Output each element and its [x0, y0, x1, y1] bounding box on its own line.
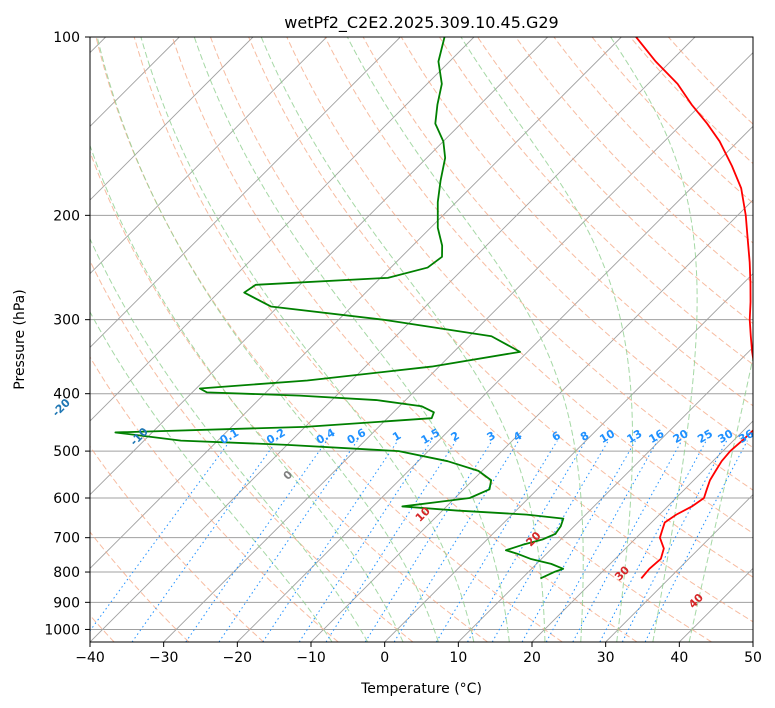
mixing-ratio-line: [131, 440, 278, 642]
dry-adiabat-line: [286, 37, 753, 534]
y-axis-label: Pressure (hPa): [12, 289, 28, 389]
y-tick-label: 700: [53, 531, 80, 547]
moist-adiabat-line: [346, 37, 584, 642]
y-tick-label: 1000: [44, 622, 80, 638]
dry-adiabat-line: [90, 445, 264, 642]
mixing-ratio-line: [572, 440, 683, 642]
dry-adiabat-line: [90, 259, 414, 642]
y-tick-label: 800: [53, 565, 80, 581]
x-axis-label: Temperature (°C): [360, 681, 482, 697]
mixing-ratio-line: [467, 440, 587, 642]
mixing-ratio-line: [545, 440, 659, 642]
isotherm-line: [90, 37, 622, 569]
moist-adiabat-line: [688, 355, 753, 642]
y-tick-label: 400: [53, 387, 80, 403]
isotherm-line: [384, 273, 753, 642]
x-tick-label: 20: [523, 650, 541, 666]
dewpoint-line: [114, 37, 565, 580]
isotherm-line: [237, 125, 753, 642]
y-tick-label: 900: [53, 595, 80, 611]
moist-adiabat-line: [90, 237, 369, 642]
isotherm-line: [90, 37, 401, 348]
x-tick-label: 40: [670, 650, 688, 666]
x-tick-label: 50: [744, 650, 762, 666]
x-tick-label: −40: [75, 650, 105, 666]
x-tick-label: 0: [380, 650, 389, 666]
isotherm-line: [458, 346, 753, 642]
isotherm-line: [90, 37, 548, 496]
mixing-ratio-line: [298, 440, 432, 642]
mixing-ratio-line: [644, 440, 748, 642]
dry-adiabat-line: [210, 37, 753, 623]
isotherm-line: [90, 37, 696, 642]
dry-adiabat-line: [400, 37, 753, 407]
mixing-ratio-line: [393, 440, 520, 642]
mixing-ratio-line: [185, 440, 328, 642]
y-tick-label: 300: [53, 313, 80, 329]
isotherm-line: [531, 420, 753, 642]
plot-frame: [89, 36, 754, 643]
x-tick-label: 30: [597, 650, 615, 666]
y-tick-label: 500: [53, 444, 80, 460]
isotherm-line: [90, 37, 254, 201]
moist-adiabat-line: [260, 37, 546, 642]
dry-adiabat-line: [90, 150, 488, 642]
isotherm-line: [605, 494, 753, 642]
moist-adiabat-line: [140, 37, 475, 642]
background-lines: [90, 37, 753, 642]
mixing-ratio-line: [435, 440, 558, 642]
axis-ticks: −40 −30 −20 −10 0 10 20 30 40 50 100 200 300 400 500 60…: [44, 30, 762, 666]
moist-adiabat-line: [96, 37, 439, 642]
isotherm-line: [163, 52, 753, 642]
chart-title: wetPf2_C2E2.2025.309.10.45.G29: [284, 13, 558, 33]
x-tick-label: 10: [449, 650, 467, 666]
x-tick-label: −20: [223, 650, 253, 666]
temperature-line: [635, 37, 753, 579]
profile-lines: [114, 37, 753, 580]
moist-adiabat-line: [90, 144, 404, 642]
mixing-ratio-line: [621, 440, 728, 642]
mixing-ratio-line: [364, 440, 493, 642]
dry-adiabat-line: [248, 37, 753, 578]
isotherm-line: [90, 37, 327, 275]
dry-adiabat-line: [133, 37, 638, 642]
x-tick-label: −30: [149, 650, 179, 666]
isotherm-line: [90, 37, 475, 422]
mixing-ratio-line: [521, 440, 637, 642]
y-tick-label: 100: [53, 30, 80, 46]
dry-adiabat-line: [90, 531, 190, 642]
mixing-ratio-line: [599, 440, 707, 642]
moist-adiabat-line: [610, 37, 698, 642]
dry-adiabat-line: [171, 37, 712, 642]
dry-adiabat-line: [439, 37, 753, 366]
y-tick-label: 200: [53, 208, 80, 224]
x-tick-label: −10: [296, 650, 326, 666]
mixing-ratio-line: [491, 440, 609, 642]
y-tick-label: 600: [53, 491, 80, 507]
